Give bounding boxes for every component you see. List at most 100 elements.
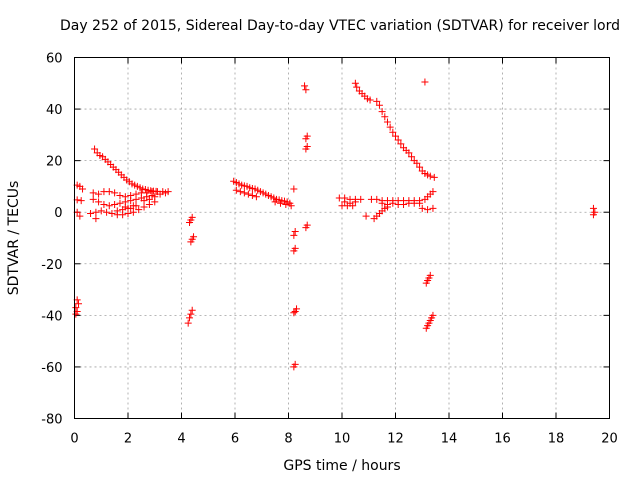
data-point: [290, 363, 298, 371]
data-point: [111, 189, 119, 197]
data-point: [92, 215, 100, 223]
data-points: [72, 78, 599, 371]
chart-title: Day 252 of 2015, Sidereal Day-to-day VTE…: [60, 18, 620, 34]
data-point: [589, 204, 597, 212]
data-point: [79, 185, 87, 193]
data-point: [430, 173, 438, 181]
data-point: [290, 185, 298, 193]
y-tick-label: -60: [41, 361, 62, 376]
data-point: [135, 206, 143, 214]
data-point: [244, 190, 252, 198]
data-point: [145, 195, 153, 203]
data-point: [186, 219, 194, 227]
data-point: [87, 210, 95, 218]
data-point: [302, 224, 310, 232]
data-point: [77, 197, 85, 205]
data-point: [383, 118, 391, 126]
data-point: [92, 208, 100, 216]
data-point: [127, 197, 135, 205]
data-point: [389, 199, 397, 207]
data-point: [351, 198, 359, 206]
data-point: [375, 101, 383, 109]
data-point: [353, 83, 361, 91]
data-point: [100, 200, 108, 208]
data-point: [116, 191, 124, 199]
data-point: [413, 159, 421, 167]
data-point: [373, 195, 381, 203]
data-point: [132, 195, 140, 203]
data-point: [287, 202, 295, 210]
data-point: [341, 198, 349, 206]
data-point: [290, 231, 298, 239]
data-point: [113, 207, 121, 215]
data-point: [187, 310, 195, 318]
data-point: [91, 145, 99, 153]
x-tick-label: 8: [284, 432, 292, 447]
data-point: [418, 204, 426, 212]
data-point: [416, 163, 424, 171]
data-point: [75, 300, 83, 308]
data-point: [187, 238, 195, 246]
grid: [74, 57, 610, 419]
y-tick-label: -40: [41, 309, 62, 324]
x-tick-label: 2: [124, 432, 132, 447]
data-point: [392, 132, 399, 140]
data-point: [381, 113, 389, 121]
data-point: [397, 140, 405, 148]
y-tick-label: -20: [41, 258, 62, 273]
data-point: [373, 97, 381, 105]
data-point: [186, 314, 194, 322]
data-point: [129, 208, 137, 216]
data-point: [378, 108, 386, 116]
data-point: [400, 200, 408, 208]
data-point: [408, 153, 416, 161]
data-point: [95, 190, 103, 198]
data-point: [426, 172, 434, 180]
data-point: [236, 188, 244, 196]
data-point: [97, 207, 105, 215]
data-point: [282, 200, 290, 208]
data-point: [424, 206, 432, 214]
data-point: [151, 193, 159, 201]
x-tick-label: 18: [548, 432, 565, 447]
data-point: [72, 310, 80, 318]
data-point: [366, 96, 374, 104]
data-point: [156, 190, 164, 198]
y-tick-label: -80: [41, 413, 62, 428]
data-point: [389, 128, 397, 136]
data-point: [116, 199, 124, 207]
plot-frame: [74, 57, 610, 419]
data-point: [394, 136, 402, 144]
data-point: [378, 199, 386, 207]
data-point: [301, 82, 309, 90]
x-tick-label: 4: [177, 432, 185, 447]
data-point: [429, 204, 437, 212]
data-point: [89, 189, 97, 197]
data-point: [108, 210, 116, 218]
data-point: [422, 324, 430, 332]
data-point: [105, 202, 113, 210]
y-tick-label: 20: [46, 155, 63, 170]
data-point: [291, 228, 299, 236]
data-point: [383, 203, 391, 211]
data-point: [362, 212, 370, 220]
data-point: [416, 199, 424, 207]
data-point: [248, 191, 256, 199]
y-axis-label: SDTVAR / TECUs: [6, 181, 22, 296]
y-tick-label: 40: [46, 103, 63, 118]
data-point: [589, 211, 597, 219]
data-point: [95, 198, 103, 206]
data-point: [421, 78, 429, 86]
data-point: [89, 195, 97, 203]
x-tick-label: 6: [231, 432, 239, 447]
data-point: [140, 203, 148, 211]
x-tick-label: 0: [70, 432, 78, 447]
data-point: [302, 135, 310, 143]
data-point: [421, 195, 429, 203]
y-ticks: -80 -60 -40 -20 0 20 40 60: [41, 52, 610, 428]
data-point: [184, 319, 192, 327]
x-tick-label: 12: [387, 432, 404, 447]
x-axis-label: GPS time / hours: [283, 458, 400, 474]
data-point: [302, 86, 310, 94]
